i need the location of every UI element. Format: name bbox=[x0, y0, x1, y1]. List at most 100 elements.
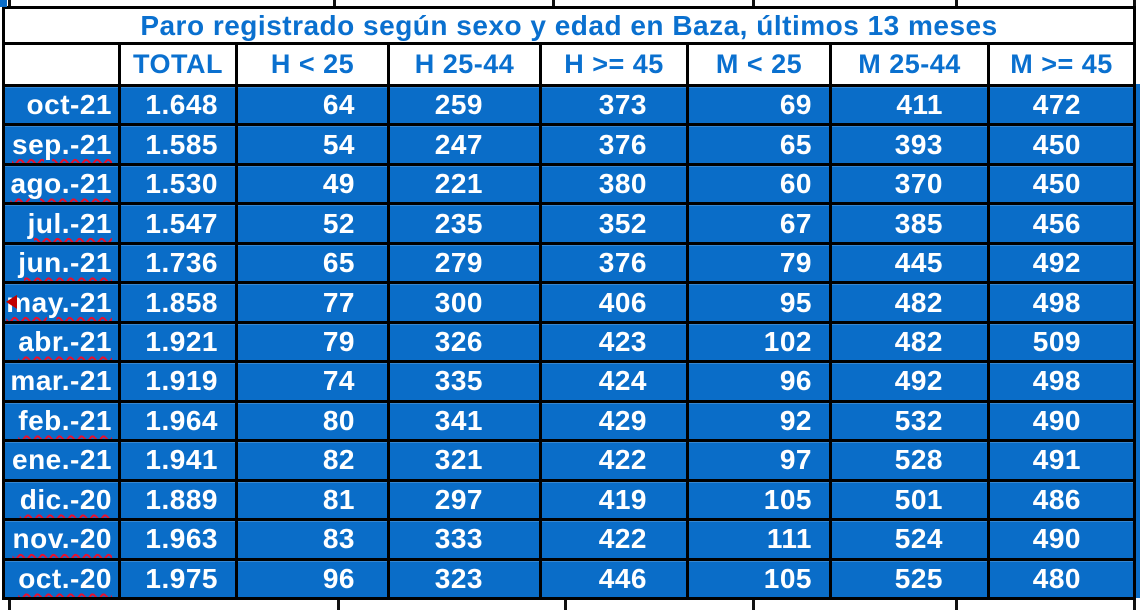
value-cell[interactable]: 96 bbox=[238, 560, 387, 597]
value-cell[interactable]: 1.736 bbox=[121, 244, 235, 282]
month-cell[interactable]: nov.-20 bbox=[5, 521, 118, 558]
value-cell[interactable]: 1.919 bbox=[121, 363, 235, 400]
value-cell[interactable]: 486 bbox=[990, 481, 1133, 519]
value-cell[interactable]: 446 bbox=[542, 560, 686, 597]
value-cell[interactable]: 532 bbox=[832, 402, 987, 440]
value-cell[interactable]: 247 bbox=[390, 126, 539, 163]
value-cell[interactable]: 1.858 bbox=[121, 284, 235, 321]
value-cell[interactable]: 393 bbox=[832, 126, 987, 163]
value-cell[interactable]: 326 bbox=[390, 323, 539, 361]
value-cell[interactable]: 221 bbox=[390, 165, 539, 203]
value-cell[interactable]: 77 bbox=[238, 284, 387, 321]
value-cell[interactable]: 341 bbox=[390, 402, 539, 440]
value-cell[interactable]: 74 bbox=[238, 363, 387, 400]
value-cell[interactable]: 385 bbox=[832, 205, 987, 242]
value-cell[interactable]: 1.975 bbox=[121, 560, 235, 597]
value-cell[interactable]: 65 bbox=[238, 244, 387, 282]
value-cell[interactable]: 52 bbox=[238, 205, 387, 242]
month-cell[interactable]: mar.-21 bbox=[5, 363, 118, 400]
value-cell[interactable]: 235 bbox=[390, 205, 539, 242]
header-cell-m-25-44[interactable]: M 25-44 bbox=[832, 45, 987, 84]
value-cell[interactable]: 419 bbox=[542, 481, 686, 519]
header-cell-h-25-44[interactable]: H 25-44 bbox=[390, 45, 539, 84]
value-cell[interactable]: 105 bbox=[689, 560, 829, 597]
value-cell[interactable]: 472 bbox=[990, 87, 1133, 124]
value-cell[interactable]: 376 bbox=[542, 126, 686, 163]
month-cell[interactable]: dic.-20 bbox=[5, 481, 118, 519]
month-cell[interactable]: oct-21 bbox=[5, 87, 118, 124]
value-cell[interactable]: 456 bbox=[990, 205, 1133, 242]
value-cell[interactable]: 491 bbox=[990, 442, 1133, 479]
value-cell[interactable]: 450 bbox=[990, 165, 1133, 203]
header-cell-total[interactable]: TOTAL bbox=[121, 45, 235, 84]
value-cell[interactable]: 95 bbox=[689, 284, 829, 321]
value-cell[interactable]: 96 bbox=[689, 363, 829, 400]
header-cell-m-over-45[interactable]: M >= 45 bbox=[990, 45, 1133, 84]
value-cell[interactable]: 490 bbox=[990, 521, 1133, 558]
value-cell[interactable]: 1.921 bbox=[121, 323, 235, 361]
value-cell[interactable]: 380 bbox=[542, 165, 686, 203]
value-cell[interactable]: 333 bbox=[390, 521, 539, 558]
month-cell[interactable]: jun.-21 bbox=[5, 244, 118, 282]
value-cell[interactable]: 102 bbox=[689, 323, 829, 361]
header-cell-h-under-25[interactable]: H < 25 bbox=[238, 45, 387, 84]
value-cell[interactable]: 482 bbox=[832, 284, 987, 321]
value-cell[interactable]: 492 bbox=[832, 363, 987, 400]
value-cell[interactable]: 80 bbox=[238, 402, 387, 440]
value-cell[interactable]: 501 bbox=[832, 481, 987, 519]
month-cell[interactable]: may.-21 bbox=[5, 284, 118, 321]
value-cell[interactable]: 335 bbox=[390, 363, 539, 400]
header-cell-m-under-25[interactable]: M < 25 bbox=[689, 45, 829, 84]
value-cell[interactable]: 422 bbox=[542, 442, 686, 479]
value-cell[interactable]: 352 bbox=[542, 205, 686, 242]
value-cell[interactable]: 297 bbox=[390, 481, 539, 519]
value-cell[interactable]: 1.963 bbox=[121, 521, 235, 558]
value-cell[interactable]: 83 bbox=[238, 521, 387, 558]
value-cell[interactable]: 49 bbox=[238, 165, 387, 203]
value-cell[interactable]: 1.889 bbox=[121, 481, 235, 519]
value-cell[interactable]: 422 bbox=[542, 521, 686, 558]
value-cell[interactable]: 450 bbox=[990, 126, 1133, 163]
value-cell[interactable]: 498 bbox=[990, 363, 1133, 400]
month-cell[interactable]: sep.-21 bbox=[5, 126, 118, 163]
value-cell[interactable]: 69 bbox=[689, 87, 829, 124]
month-cell[interactable]: feb.-21 bbox=[5, 402, 118, 440]
value-cell[interactable]: 82 bbox=[238, 442, 387, 479]
value-cell[interactable]: 492 bbox=[990, 244, 1133, 282]
value-cell[interactable]: 509 bbox=[990, 323, 1133, 361]
month-cell[interactable]: oct.-20 bbox=[5, 560, 118, 597]
value-cell[interactable]: 480 bbox=[990, 560, 1133, 597]
value-cell[interactable]: 525 bbox=[832, 560, 987, 597]
value-cell[interactable]: 105 bbox=[689, 481, 829, 519]
value-cell[interactable]: 323 bbox=[390, 560, 539, 597]
value-cell[interactable]: 1.648 bbox=[121, 87, 235, 124]
value-cell[interactable]: 321 bbox=[390, 442, 539, 479]
month-cell[interactable]: ago.-21 bbox=[5, 165, 118, 203]
value-cell[interactable]: 111 bbox=[689, 521, 829, 558]
value-cell[interactable]: 300 bbox=[390, 284, 539, 321]
value-cell[interactable]: 54 bbox=[238, 126, 387, 163]
value-cell[interactable]: 1.530 bbox=[121, 165, 235, 203]
value-cell[interactable]: 528 bbox=[832, 442, 987, 479]
value-cell[interactable]: 67 bbox=[689, 205, 829, 242]
value-cell[interactable]: 490 bbox=[990, 402, 1133, 440]
value-cell[interactable]: 79 bbox=[689, 244, 829, 282]
value-cell[interactable]: 498 bbox=[990, 284, 1133, 321]
value-cell[interactable]: 524 bbox=[832, 521, 987, 558]
value-cell[interactable]: 406 bbox=[542, 284, 686, 321]
value-cell[interactable]: 97 bbox=[689, 442, 829, 479]
value-cell[interactable]: 79 bbox=[238, 323, 387, 361]
value-cell[interactable]: 445 bbox=[832, 244, 987, 282]
value-cell[interactable]: 424 bbox=[542, 363, 686, 400]
value-cell[interactable]: 411 bbox=[832, 87, 987, 124]
value-cell[interactable]: 64 bbox=[238, 87, 387, 124]
value-cell[interactable]: 482 bbox=[832, 323, 987, 361]
month-cell[interactable]: ene.-21 bbox=[5, 442, 118, 479]
value-cell[interactable]: 1.964 bbox=[121, 402, 235, 440]
month-cell[interactable]: jul.-21 bbox=[5, 205, 118, 242]
value-cell[interactable]: 1.585 bbox=[121, 126, 235, 163]
value-cell[interactable]: 429 bbox=[542, 402, 686, 440]
value-cell[interactable]: 92 bbox=[689, 402, 829, 440]
value-cell[interactable]: 259 bbox=[390, 87, 539, 124]
table-title[interactable]: Paro registrado según sexo y edad en Baz… bbox=[5, 9, 1133, 42]
